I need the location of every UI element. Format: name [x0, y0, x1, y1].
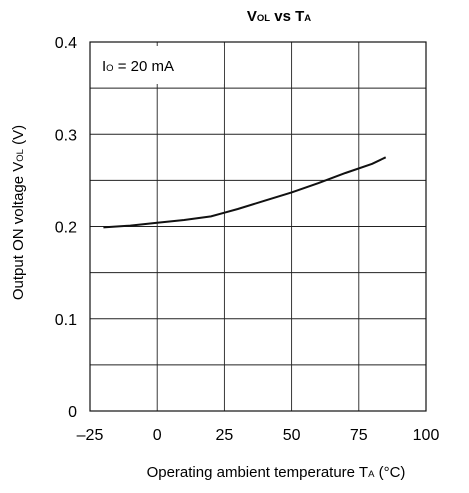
x-tick-label: 50 — [283, 427, 301, 444]
y-tick-labels: 0 0.1 0.2 0.3 0.4 — [55, 35, 77, 421]
y-tick-label: 0.2 — [55, 220, 77, 237]
y-tick-label: 0.4 — [55, 35, 77, 52]
plot-frame — [89, 41, 427, 412]
x-tick-label: 100 — [413, 427, 440, 444]
y-tick-label: 0 — [68, 404, 77, 421]
y-tick-label: 0.1 — [55, 312, 77, 329]
chart-title: VOL vs TA — [247, 8, 311, 25]
series-line — [103, 156, 387, 229]
x-tick-label: 0 — [153, 427, 162, 444]
y-axis-label: Output ON voltage VOL (V) — [10, 125, 27, 300]
y-tick-label: 0.3 — [55, 127, 77, 144]
annotation-box: IO = 20 mA — [94, 46, 224, 84]
annotation-label: IO = 20 mA — [102, 58, 174, 75]
x-tick-label: –25 — [77, 427, 104, 444]
x-axis-label: Operating ambient temperature TA (°C) — [147, 464, 406, 481]
x-tick-label: 75 — [350, 427, 368, 444]
x-tick-labels: –25 0 25 50 75 100 — [77, 427, 440, 444]
x-tick-label: 25 — [216, 427, 234, 444]
grid — [90, 42, 426, 411]
